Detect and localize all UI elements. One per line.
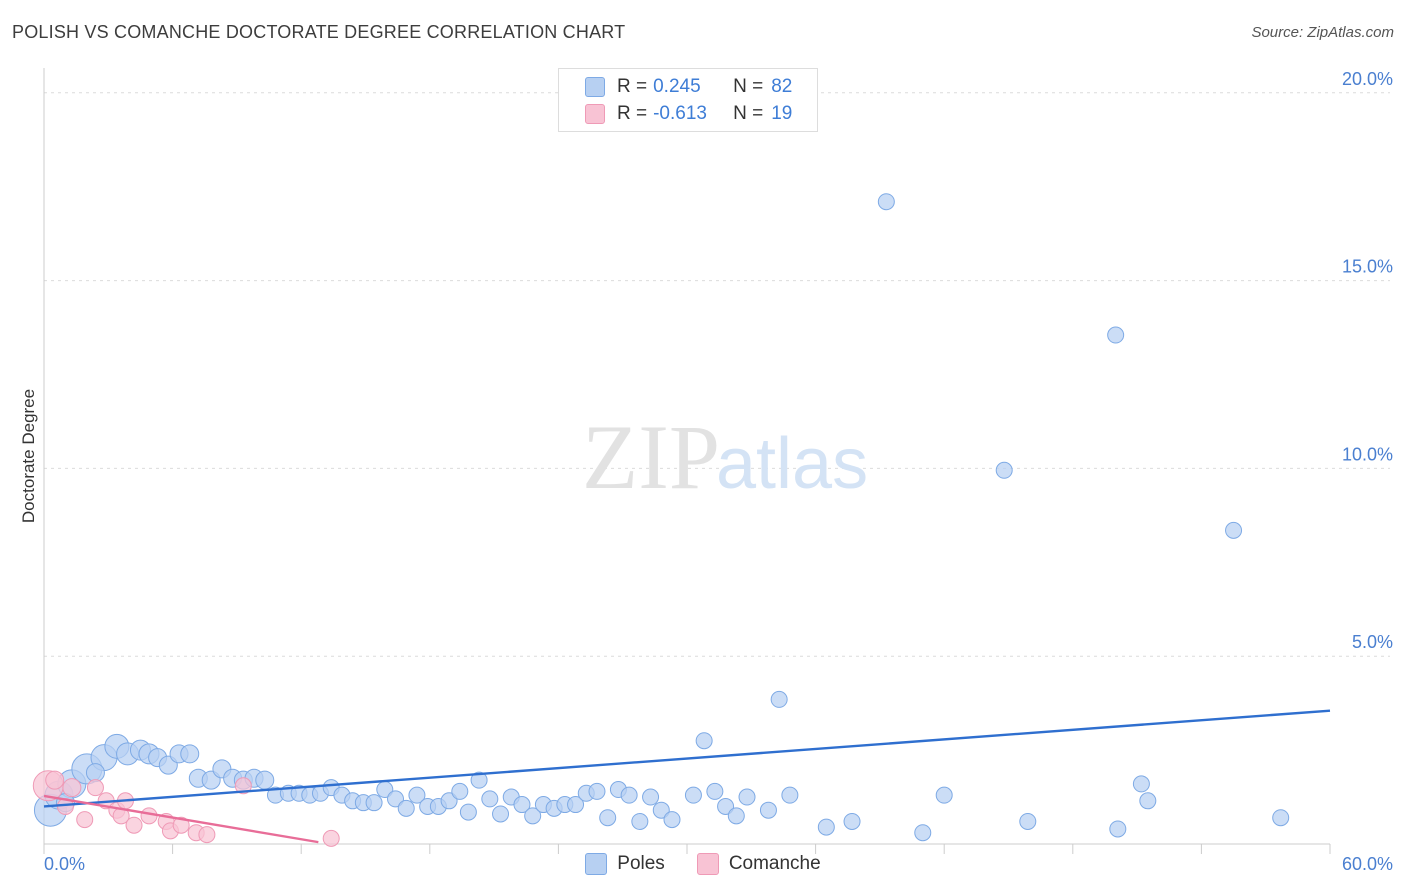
comanche-point xyxy=(86,779,104,797)
poles-point xyxy=(567,796,585,814)
comanche-point xyxy=(125,816,143,834)
poles-point xyxy=(1139,792,1157,810)
legend-item-comanche[interactable]: Comanche xyxy=(696,853,821,875)
poles-trend-line xyxy=(43,709,1331,808)
poles-point xyxy=(652,801,670,819)
y-axis-label: Doctorate Degree xyxy=(19,389,38,523)
watermark-atlas: atlas xyxy=(716,424,868,504)
poles-point xyxy=(180,744,200,764)
poles-point xyxy=(695,732,713,750)
legend-row-comanche: R = -0.613 N = 19 xyxy=(585,101,792,127)
y-tick-label: 15.0% xyxy=(1342,257,1393,277)
poles-point xyxy=(1019,812,1037,830)
poles-point xyxy=(524,807,542,825)
chart-title: POLISH VS COMANCHE DOCTORATE DEGREE CORR… xyxy=(12,22,626,42)
source-label: Source: ZipAtlas.com xyxy=(1251,24,1394,41)
grid-layer xyxy=(44,92,1390,657)
comanche-trend-line xyxy=(43,794,319,844)
stats-legend: R = 0.245 N = 82 R = -0.613 N = 19 xyxy=(558,68,818,132)
comanche-point xyxy=(62,778,82,798)
axis-layer: 5.0% 10.0% 15.0% 20.0% 0.0% 60.0% xyxy=(43,68,1393,874)
watermark-zip: ZIP xyxy=(582,406,720,508)
n-label: N = xyxy=(733,76,764,97)
poles-point xyxy=(397,799,415,817)
poles-point xyxy=(935,786,953,804)
poles-point xyxy=(843,812,861,830)
poles-point xyxy=(781,786,799,804)
watermark: ZIP atlas xyxy=(582,406,868,508)
poles-point xyxy=(1109,820,1127,838)
comanche-legend-label: Comanche xyxy=(728,853,821,874)
comanche-point xyxy=(234,777,252,795)
poles-point xyxy=(470,771,488,789)
comanche-point xyxy=(76,811,94,829)
points-layer xyxy=(32,193,1290,847)
poles-point xyxy=(877,193,895,211)
r-label: R = xyxy=(617,76,648,97)
poles-point xyxy=(727,807,745,825)
comanche-point xyxy=(322,829,340,847)
poles-point xyxy=(684,786,702,804)
comanche-point xyxy=(45,770,65,790)
poles-point xyxy=(408,786,426,804)
n-value: 19 xyxy=(771,103,793,124)
poles-point xyxy=(1107,326,1125,344)
series-legend: Poles Comanche xyxy=(0,852,1406,876)
y-tick-label: 5.0% xyxy=(1352,632,1393,652)
poles-point xyxy=(620,786,638,804)
legend-row-poles: R = 0.245 N = 82 xyxy=(585,74,792,100)
poles-swatch xyxy=(585,77,605,97)
poles-point xyxy=(663,811,681,829)
poles-point xyxy=(513,796,531,814)
n-label: N = xyxy=(733,103,764,124)
x-tick-label: 0.0% xyxy=(44,854,85,874)
legend-item-poles[interactable]: Poles xyxy=(585,853,665,875)
comanche-point xyxy=(140,807,158,825)
r-label: R = xyxy=(617,103,648,124)
poles-point xyxy=(1272,809,1290,827)
y-tick-label: 10.0% xyxy=(1342,444,1393,464)
poles-point xyxy=(995,461,1013,479)
poles-point xyxy=(492,805,510,823)
poles-point xyxy=(631,812,649,830)
poles-point xyxy=(255,770,275,790)
poles-point xyxy=(706,782,724,800)
n-value: 82 xyxy=(771,76,793,97)
comanche-point xyxy=(172,816,190,834)
comanche-point xyxy=(198,826,216,844)
r-value: -0.613 xyxy=(653,103,707,124)
poles-point xyxy=(738,788,756,806)
poles-point xyxy=(642,788,660,806)
r-value: 0.245 xyxy=(653,76,701,97)
poles-legend-label: Poles xyxy=(617,853,665,874)
poles-point xyxy=(588,782,606,800)
poles-point xyxy=(365,794,383,812)
poles-point xyxy=(451,782,469,800)
poles-point xyxy=(770,690,788,708)
poles-point xyxy=(817,818,835,836)
poles-point xyxy=(759,801,777,819)
poles-point xyxy=(1132,775,1150,793)
comanche-swatch xyxy=(585,104,605,124)
poles-point xyxy=(481,790,499,808)
poles-point xyxy=(914,824,932,842)
poles-point xyxy=(599,809,617,827)
poles-point xyxy=(1225,521,1243,539)
comanche-legend-swatch xyxy=(696,853,719,875)
x-tick-label: 60.0% xyxy=(1342,854,1393,874)
poles-point xyxy=(387,790,405,808)
y-tick-label: 20.0% xyxy=(1342,69,1393,89)
poles-point xyxy=(459,803,477,821)
poles-point xyxy=(440,792,458,810)
poles-point xyxy=(717,797,735,815)
trend-layer xyxy=(43,709,1331,844)
poles-point xyxy=(85,763,105,783)
poles-legend-swatch xyxy=(585,853,608,875)
